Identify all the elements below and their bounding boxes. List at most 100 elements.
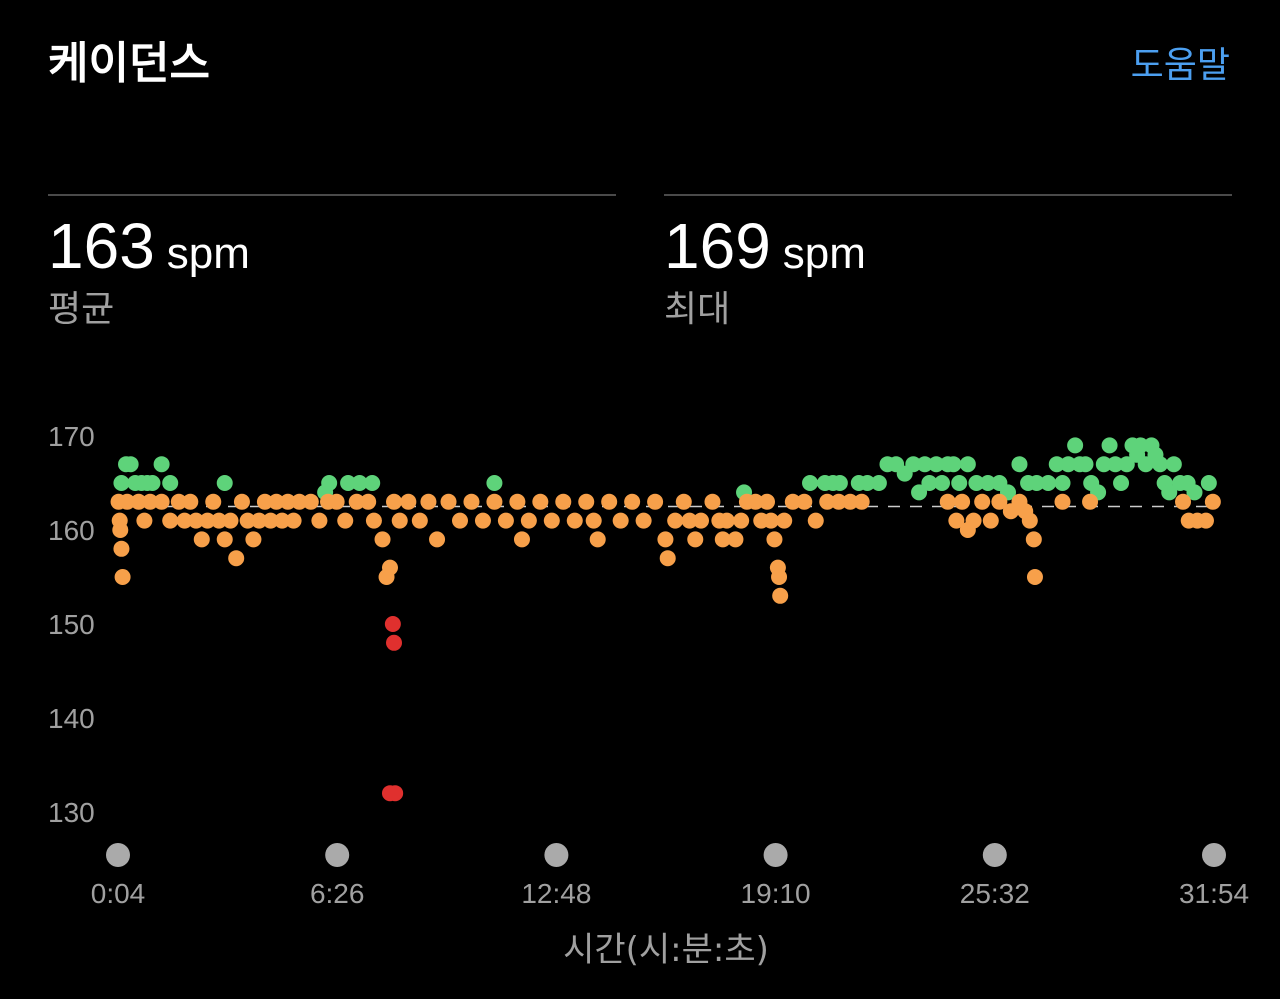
cadence-point bbox=[386, 634, 403, 651]
cadence-point bbox=[1011, 456, 1028, 473]
cadence-point bbox=[384, 616, 401, 632]
cadence-point bbox=[153, 456, 170, 473]
cadence-point bbox=[142, 493, 159, 510]
cadence-point bbox=[176, 512, 193, 529]
max-cadence-stat: 169 spm 최대 bbox=[664, 194, 1232, 330]
y-tick-label: 170 bbox=[48, 421, 95, 452]
cadence-point bbox=[1028, 475, 1045, 491]
cadence-point bbox=[1161, 484, 1178, 501]
cadence-point bbox=[870, 475, 887, 491]
cadence-point bbox=[681, 512, 698, 529]
cadence-point bbox=[182, 493, 199, 510]
cadence-point bbox=[122, 456, 139, 473]
cadence-point bbox=[199, 512, 216, 529]
cadence-point bbox=[959, 456, 976, 473]
cadence-point bbox=[1107, 456, 1124, 473]
cadence-point bbox=[1118, 456, 1135, 473]
cadence-point bbox=[216, 531, 233, 548]
cadence-point bbox=[766, 531, 783, 548]
average-cadence-value: 163 bbox=[48, 210, 155, 282]
cadence-point bbox=[153, 493, 170, 510]
cadence-point bbox=[1060, 456, 1077, 473]
cadence-point bbox=[635, 512, 652, 529]
cadence-point bbox=[162, 475, 179, 491]
cadence-point bbox=[776, 512, 793, 529]
cadence-point bbox=[162, 512, 179, 529]
cadence-point bbox=[1175, 493, 1192, 510]
cadence-point bbox=[1077, 456, 1094, 473]
y-tick-label: 160 bbox=[48, 515, 95, 546]
average-cadence-stat: 163 spm 평균 bbox=[48, 194, 616, 330]
cadence-point bbox=[905, 456, 922, 473]
cadence-point bbox=[239, 512, 256, 529]
cadence-point bbox=[170, 493, 187, 510]
cadence-point bbox=[968, 475, 985, 491]
max-cadence-unit: spm bbox=[782, 229, 866, 278]
cadence-point bbox=[859, 475, 876, 491]
cadence-point bbox=[830, 493, 847, 510]
x-tick-label: 0:04 bbox=[91, 878, 146, 909]
cadence-point bbox=[687, 531, 704, 548]
cadence-point bbox=[763, 512, 780, 529]
max-cadence-value: 169 bbox=[664, 210, 771, 282]
cadence-point bbox=[566, 512, 583, 529]
cadence-point bbox=[991, 493, 1008, 510]
x-tick-label: 19:10 bbox=[741, 878, 811, 909]
x-tick-dot bbox=[106, 843, 130, 867]
cadence-point bbox=[965, 512, 982, 529]
cadence-point bbox=[714, 531, 731, 548]
x-axis-title: 시간(시:분:초) bbox=[563, 930, 769, 970]
cadence-point bbox=[1054, 475, 1071, 491]
cadence-point bbox=[268, 493, 285, 510]
cadence-point bbox=[400, 493, 417, 510]
cadence-point bbox=[130, 493, 147, 510]
cadence-point bbox=[1067, 437, 1084, 454]
cadence-point bbox=[945, 456, 962, 473]
cadence-point bbox=[934, 475, 951, 491]
cadence-point bbox=[693, 512, 710, 529]
cadence-point bbox=[1040, 475, 1057, 491]
help-link[interactable]: 도움말 bbox=[1130, 45, 1230, 86]
cadence-point bbox=[374, 531, 391, 548]
cadence-point bbox=[657, 531, 674, 548]
cadence-point bbox=[659, 550, 676, 567]
y-axis-labels: 170 160 150 140 130 bbox=[48, 421, 95, 828]
cadence-point bbox=[386, 493, 403, 510]
average-cadence-label: 평균 bbox=[48, 289, 115, 330]
cadence-point bbox=[733, 512, 750, 529]
cadence-point bbox=[228, 550, 245, 567]
cadence-point bbox=[340, 475, 357, 491]
cadence-point bbox=[210, 512, 227, 529]
cadence-point bbox=[279, 493, 296, 510]
cadence-point bbox=[667, 512, 684, 529]
cadence-point bbox=[819, 493, 836, 510]
cadence-point bbox=[842, 493, 859, 510]
max-cadence-label: 최대 bbox=[664, 289, 731, 330]
cadence-point bbox=[216, 475, 233, 491]
cadence-point bbox=[285, 512, 302, 529]
x-tick-label: 31:54 bbox=[1179, 878, 1249, 909]
data-points bbox=[110, 437, 1221, 802]
x-tick-dot bbox=[544, 843, 569, 867]
cadence-point bbox=[543, 512, 560, 529]
cadence-point bbox=[727, 531, 744, 548]
cadence-point bbox=[348, 493, 365, 510]
cadence-point bbox=[381, 785, 398, 802]
x-tick-dot bbox=[1202, 843, 1226, 867]
cadence-point bbox=[911, 484, 928, 501]
average-cadence-unit: spm bbox=[166, 229, 250, 278]
cadence-point bbox=[831, 475, 848, 491]
cadence-point bbox=[188, 512, 205, 529]
cadence-point bbox=[337, 512, 354, 529]
cadence-point bbox=[486, 475, 503, 491]
cadence-point bbox=[245, 531, 262, 548]
cadence-point bbox=[233, 493, 250, 510]
cadence-point bbox=[647, 493, 664, 510]
cadence-point bbox=[807, 512, 824, 529]
cadence-point bbox=[497, 512, 514, 529]
cadence-point bbox=[954, 493, 971, 510]
cadence-point bbox=[222, 512, 239, 529]
cadence-point bbox=[360, 493, 377, 510]
cadence-point bbox=[474, 512, 491, 529]
x-tick-label: 12:48 bbox=[521, 878, 591, 909]
